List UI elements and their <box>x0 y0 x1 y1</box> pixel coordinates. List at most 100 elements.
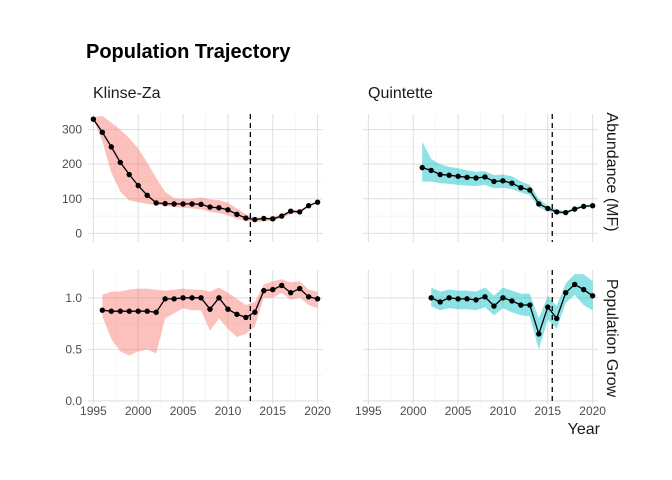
data-point <box>527 187 533 193</box>
data-point <box>500 295 506 301</box>
data-point <box>589 293 596 299</box>
data-point <box>455 173 461 179</box>
data-point <box>571 281 578 288</box>
data-point <box>563 209 569 216</box>
data-point <box>554 315 560 322</box>
data-point <box>108 144 115 150</box>
data-point <box>279 213 285 219</box>
x-tick-label: 2020 <box>579 404 606 418</box>
x-tick-label: 2000 <box>125 404 152 418</box>
data-point <box>189 201 195 207</box>
data-point <box>446 172 452 178</box>
data-point <box>162 296 168 302</box>
data-point <box>482 174 488 180</box>
x-tick-label: 1995 <box>80 404 107 418</box>
data-point <box>198 295 204 301</box>
data-point <box>135 308 141 314</box>
data-point <box>554 209 560 215</box>
data-point <box>288 289 294 296</box>
data-point <box>428 295 434 301</box>
data-point <box>464 296 470 302</box>
x-tick-label: 2005 <box>170 404 197 418</box>
data-point <box>428 167 434 174</box>
data-point <box>117 308 123 314</box>
data-point <box>491 178 497 185</box>
row-label-abundance: Abundance (MF) <box>603 112 620 231</box>
x-tick-label: 2015 <box>259 404 286 418</box>
data-point <box>270 286 276 293</box>
data-point <box>162 200 168 207</box>
data-point <box>518 302 524 308</box>
x-tick-label: 2000 <box>400 404 427 418</box>
data-point <box>180 295 186 301</box>
data-point <box>473 175 479 181</box>
data-point <box>464 174 470 181</box>
data-point <box>198 201 204 207</box>
data-point <box>144 192 150 198</box>
data-point <box>314 199 321 205</box>
data-point <box>108 308 115 314</box>
x-tick-label: 1995 <box>355 404 382 418</box>
x-tick-label: 2005 <box>445 404 472 418</box>
data-point <box>99 307 106 313</box>
y-tick-label: 0.5 <box>65 342 82 356</box>
data-point <box>545 205 551 212</box>
data-point <box>153 200 159 206</box>
x-tick-label: 2015 <box>534 404 561 418</box>
data-point <box>446 295 452 301</box>
data-point <box>509 180 515 186</box>
data-point <box>234 311 240 318</box>
data-point <box>126 171 132 178</box>
data-point <box>500 178 506 184</box>
data-point <box>589 202 596 209</box>
data-point <box>491 303 497 309</box>
chart-title: Population Trajectory <box>86 41 291 63</box>
x-axis-title: Year <box>568 421 601 438</box>
data-point <box>252 309 258 315</box>
data-point <box>171 296 177 302</box>
data-point <box>216 295 222 301</box>
data-point <box>144 308 150 314</box>
data-point <box>234 211 240 218</box>
data-point <box>243 314 249 321</box>
data-point <box>314 296 321 302</box>
strip-label-klinse-za: Klinse-Za <box>93 85 161 102</box>
data-point <box>305 294 312 300</box>
data-point <box>518 184 524 191</box>
data-point <box>527 302 533 308</box>
panels-group: 0 100 200 300 0.0 0.5 1.0 1995 2000 2005 2010 2015 2… <box>62 114 606 418</box>
data-point <box>473 297 479 303</box>
ribbon-quintette-row0 <box>422 141 593 215</box>
y-tick-label: 300 <box>62 123 82 137</box>
data-point <box>437 299 443 305</box>
data-point <box>90 116 97 122</box>
data-point <box>189 295 195 301</box>
data-point <box>455 296 461 302</box>
data-point <box>296 285 303 292</box>
data-point <box>207 306 213 312</box>
data-point <box>153 309 159 315</box>
data-point <box>99 129 106 136</box>
data-point <box>563 289 569 296</box>
data-point <box>536 201 542 207</box>
data-point <box>580 203 587 210</box>
y-tick-label: 200 <box>62 157 82 171</box>
data-point <box>545 304 551 310</box>
row-label-population-growth: Population Grow <box>603 279 620 398</box>
data-point <box>252 216 258 223</box>
data-point <box>243 215 249 221</box>
data-point <box>419 164 425 171</box>
data-point <box>207 204 213 210</box>
data-point <box>482 294 488 300</box>
data-point <box>571 206 578 212</box>
x-tick-label: 2020 <box>304 404 331 418</box>
data-point <box>509 298 515 304</box>
data-point <box>225 207 231 213</box>
data-point <box>261 215 267 222</box>
data-point <box>305 202 312 209</box>
data-point <box>126 308 132 314</box>
data-point <box>296 209 303 215</box>
data-point <box>117 159 123 166</box>
x-tick-label: 2010 <box>490 404 517 418</box>
